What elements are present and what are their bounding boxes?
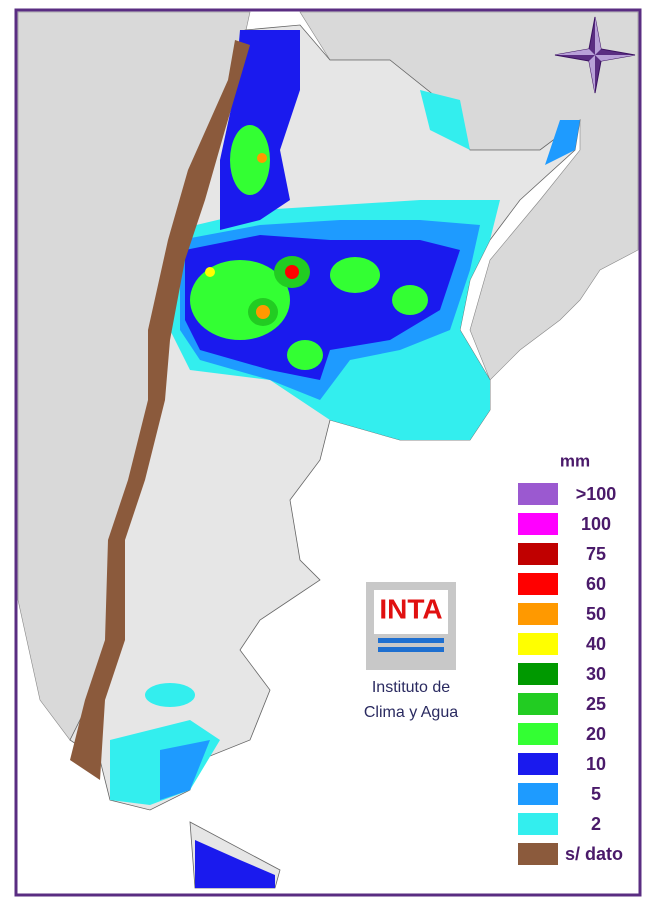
zone-20 <box>287 340 323 370</box>
legend-label: 20 <box>586 724 606 744</box>
legend-label: 25 <box>586 694 606 714</box>
rain-zones <box>110 30 580 888</box>
legend: mm >100 100 75 60 50 40 30 25 20 10 5 2 s/ dato <box>518 451 623 865</box>
legend-swatch <box>518 513 558 535</box>
zone-10 <box>195 840 275 888</box>
legend-swatch <box>518 573 558 595</box>
legend-swatch <box>518 603 558 625</box>
legend-label: 60 <box>586 574 606 594</box>
legend-label: 50 <box>586 604 606 624</box>
zone-50 <box>256 305 270 319</box>
zone-40 <box>205 267 215 277</box>
zone-5 <box>545 120 580 165</box>
legend-label: 10 <box>586 754 606 774</box>
legend-swatch <box>518 543 558 565</box>
logo-line: Clima y Agua <box>364 704 458 721</box>
legend-label: 5 <box>591 784 601 804</box>
inta-logo: INTA <box>366 582 456 670</box>
legend-label: 75 <box>586 544 606 564</box>
legend-label: s/ dato <box>565 844 623 864</box>
legend-swatch <box>518 813 558 835</box>
legend-swatch <box>518 843 558 865</box>
legend-label: >100 <box>576 484 617 504</box>
zone-20 <box>230 125 270 195</box>
legend-swatch <box>518 663 558 685</box>
legend-label: 2 <box>591 814 601 834</box>
legend-swatch <box>518 633 558 655</box>
legend-swatch <box>518 483 558 505</box>
zone-2 <box>420 90 470 150</box>
zone-50 <box>257 153 267 163</box>
legend-swatch <box>518 783 558 805</box>
legend-swatch <box>518 753 558 775</box>
logo-acronym: INTA <box>379 593 442 624</box>
compass <box>554 16 636 94</box>
legend-label: 100 <box>581 514 611 534</box>
zone-2 <box>145 683 195 707</box>
legend-swatch <box>518 693 558 715</box>
legend-label: 40 <box>586 634 606 654</box>
legend-label: 30 <box>586 664 606 684</box>
legend-swatch <box>518 723 558 745</box>
legend-title: mm <box>560 451 590 470</box>
zone-20 <box>330 257 380 293</box>
zone-5 <box>160 740 210 800</box>
zone-20 <box>392 285 428 315</box>
zone-60 <box>285 265 299 279</box>
logo-line: Instituto de <box>372 679 450 696</box>
no-data-strip <box>70 40 250 780</box>
